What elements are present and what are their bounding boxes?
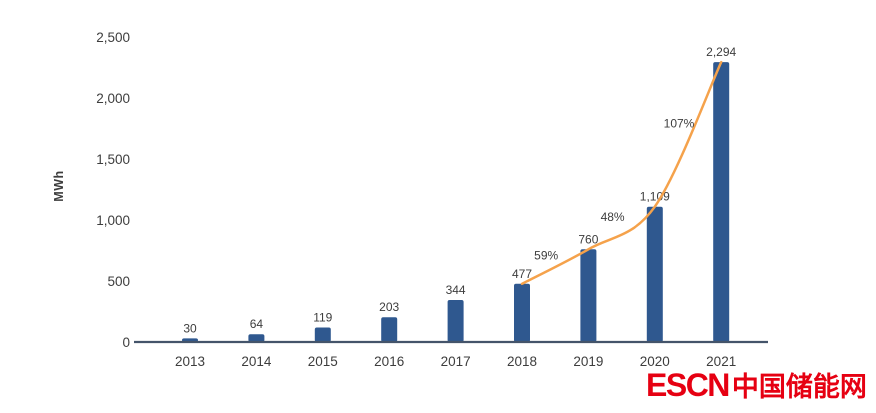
x-tick-label: 2019 xyxy=(573,354,603,369)
y-tick-label: 1,500 xyxy=(96,152,130,167)
bar-value-label: 760 xyxy=(578,232,598,246)
bar-value-label: 203 xyxy=(379,300,399,314)
bar xyxy=(580,249,597,342)
y-tick-label: 2,000 xyxy=(96,91,130,106)
bar xyxy=(381,317,398,342)
growth-percent-label: 59% xyxy=(534,249,558,263)
logo-chinese-text: 中国储能网 xyxy=(731,372,867,402)
y-tick-label: 1,000 xyxy=(96,213,130,228)
bar-value-label: 2,294 xyxy=(706,45,736,59)
x-tick-label: 2014 xyxy=(241,354,272,369)
x-tick-label: 2013 xyxy=(175,354,205,369)
x-tick-label: 2017 xyxy=(441,354,471,369)
growth-line xyxy=(520,60,723,286)
bar xyxy=(646,206,663,342)
bar-value-label: 344 xyxy=(446,283,466,297)
bar xyxy=(248,334,265,342)
escn-logo: ESCN 中国储能网 xyxy=(646,369,867,401)
x-tick-label: 2020 xyxy=(640,354,670,369)
x-tick-label: 2016 xyxy=(374,354,404,369)
logo-escn-text: ESCN xyxy=(646,367,730,403)
bar xyxy=(447,300,464,342)
x-tick-label: 2018 xyxy=(507,354,537,369)
bar xyxy=(514,283,530,342)
bar-value-label: 30 xyxy=(183,321,197,335)
bar xyxy=(314,327,331,342)
y-tick-label: 2,500 xyxy=(96,30,130,45)
bar-value-label: 64 xyxy=(250,317,264,331)
bar xyxy=(713,62,730,343)
x-tick-label: 2015 xyxy=(308,354,338,369)
y-tick-label: 500 xyxy=(107,274,130,289)
y-axis-title: MWh xyxy=(52,170,66,201)
bar-value-label: 119 xyxy=(313,310,332,324)
growth-percent-label: 107% xyxy=(664,116,695,130)
growth-percent-label: 48% xyxy=(601,210,625,224)
y-tick-label: 0 xyxy=(122,335,130,350)
bar-value-label: 477 xyxy=(512,267,532,281)
x-tick-label: 2021 xyxy=(706,354,736,369)
bar-value-label: 1,109 xyxy=(640,190,670,204)
